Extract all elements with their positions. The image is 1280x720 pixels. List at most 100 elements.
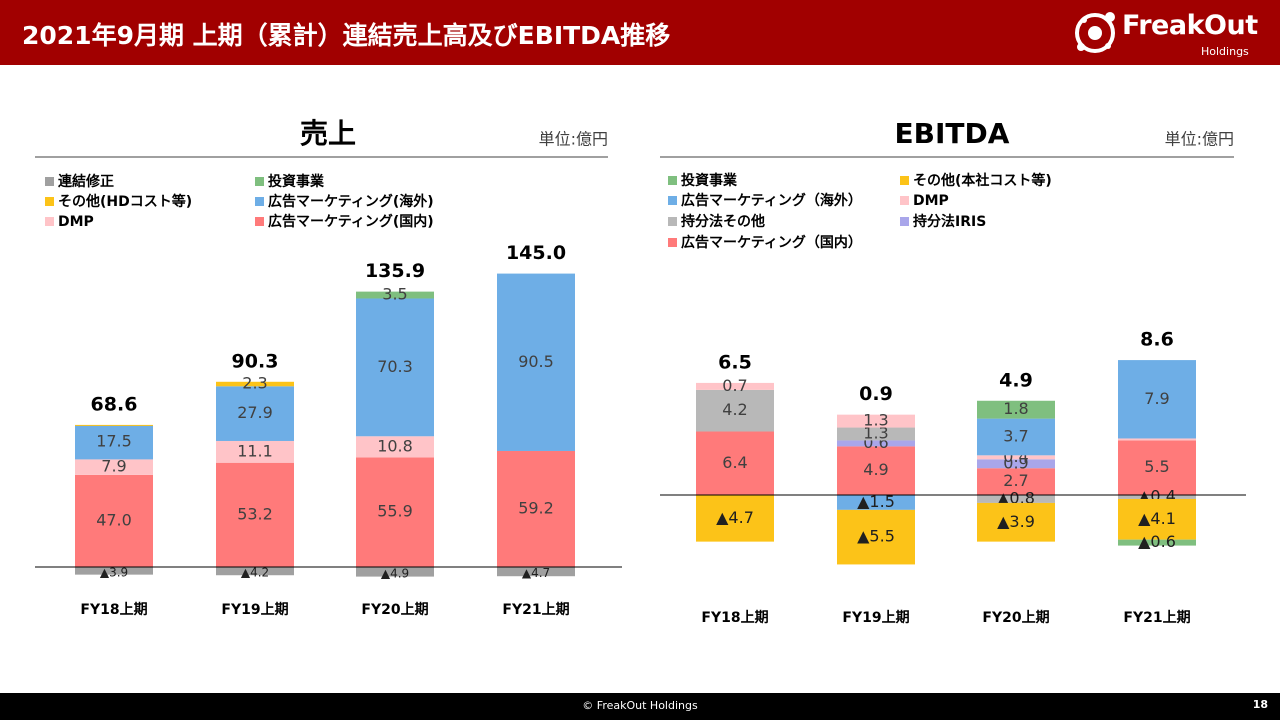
sales-chart-title: 売上 — [300, 117, 356, 150]
data-label: 7.9 — [1144, 389, 1169, 408]
ebitda-chart-title: EBITDA — [895, 117, 1010, 150]
total-label: 4.9 — [999, 369, 1033, 391]
legend-entry: DMP — [58, 214, 94, 230]
data-label: 53.2 — [237, 504, 273, 523]
bar-segment — [497, 273, 575, 451]
legend-swatch — [668, 238, 677, 247]
legend-entry: 広告マーケティング(海外) — [268, 193, 434, 210]
bar-segment — [356, 457, 434, 567]
bar-segment — [977, 468, 1055, 495]
category-tick-label: FY21上期 — [1123, 610, 1190, 626]
data-label: ▲4.7 — [522, 566, 550, 580]
data-label: 2.7 — [1003, 471, 1028, 490]
bar-segment — [75, 567, 153, 575]
data-label: ▲3.9 — [100, 565, 128, 579]
data-label: ▲4.2 — [241, 566, 269, 580]
data-label: 6.4 — [722, 453, 747, 472]
bar-segment — [977, 455, 1055, 460]
page-number: 18 — [1252, 698, 1268, 711]
bar-segment — [75, 425, 153, 460]
bar-segment — [1118, 539, 1196, 546]
bar-segment — [696, 495, 774, 542]
data-label: 1.3 — [863, 411, 888, 430]
bar-segment — [696, 389, 774, 432]
data-label: 5.5 — [1144, 457, 1169, 476]
data-label: ▲4.7 — [716, 508, 754, 527]
data-label: ▲0.8 — [997, 488, 1035, 507]
bar-segment — [977, 495, 1055, 503]
chart-unit-label: 単位:億円 — [1165, 130, 1234, 149]
legend-entry: 広告マーケティング（海外） — [681, 192, 862, 209]
legend-entry: 連結修正 — [58, 173, 114, 190]
data-label: 7.9 — [101, 457, 126, 476]
bar-segment — [1118, 438, 1196, 441]
data-label: 70.3 — [377, 357, 413, 376]
legend-swatch — [45, 177, 54, 186]
bar-segment — [1118, 360, 1196, 439]
category-tick-label: FY20上期 — [361, 602, 428, 618]
bar-segment — [356, 436, 434, 458]
bar-segment — [837, 509, 915, 565]
bar-segment — [216, 462, 294, 567]
data-label: 1.8 — [1003, 399, 1028, 418]
data-label: 59.2 — [518, 498, 554, 517]
data-label: ▲5.5 — [857, 527, 895, 546]
category-tick-label: FY18上期 — [80, 602, 147, 618]
bar-segment — [837, 440, 915, 447]
data-label: 55.9 — [377, 502, 413, 521]
data-label: 11.1 — [237, 441, 273, 460]
category-tick-label: FY19上期 — [221, 602, 288, 618]
data-label: 27.9 — [237, 403, 273, 422]
legend-entry: 投資事業 — [681, 172, 738, 189]
bar-segment — [216, 567, 294, 576]
bar-segment — [977, 400, 1055, 419]
data-label: 4.9 — [863, 460, 888, 479]
bar-segment — [696, 382, 774, 390]
bar-segment — [1118, 498, 1196, 540]
total-label: 145.0 — [506, 242, 566, 264]
bar-segment — [75, 474, 153, 567]
bar-segment — [497, 567, 575, 577]
data-label: 90.5 — [518, 352, 554, 371]
total-label: 90.3 — [232, 350, 279, 372]
category-tick-label: FY20上期 — [982, 610, 1049, 626]
bar-segment — [497, 450, 575, 567]
legend-entry: 持分法IRIS — [913, 213, 986, 230]
bar-segment — [216, 386, 294, 441]
data-label: 17.5 — [96, 432, 132, 451]
total-label: 8.6 — [1140, 329, 1174, 351]
bar-segment — [1118, 440, 1196, 495]
legend-entry: DMP — [913, 193, 949, 209]
footer-bar: © FreakOut Holdings 18 — [0, 693, 1280, 720]
data-label: 2.3 — [242, 374, 267, 393]
data-label: ▲4.9 — [381, 566, 409, 580]
legend-swatch — [255, 197, 264, 206]
bar-segment — [837, 495, 915, 510]
bar-segment — [356, 291, 434, 299]
data-label: 1.3 — [863, 423, 888, 442]
logo-wordmark: FreakOut — [1122, 10, 1258, 41]
bar-segment — [977, 459, 1055, 469]
legend-entry: 持分法その他 — [681, 213, 765, 230]
bar-segment — [356, 298, 434, 437]
bar-segment — [837, 414, 915, 428]
data-label: ▲0.6 — [1138, 532, 1176, 551]
legend-swatch — [255, 217, 264, 226]
data-label: 10.8 — [377, 436, 413, 455]
company-logo: FreakOut Holdings — [1072, 6, 1262, 62]
data-label: ▲1.5 — [857, 492, 895, 511]
bar-segment — [837, 427, 915, 441]
total-label: 135.9 — [365, 260, 425, 282]
legend-swatch — [668, 196, 677, 205]
data-label: 0.7 — [722, 376, 747, 395]
bar-segment — [75, 424, 153, 426]
legend-swatch — [45, 197, 54, 206]
bar-segment — [356, 567, 434, 577]
bar-segment — [216, 440, 294, 463]
legend-entry: その他(本社コスト等) — [913, 172, 1052, 189]
legend-swatch — [668, 176, 677, 185]
data-label: ▲4.1 — [1138, 509, 1176, 528]
bar-segment — [216, 381, 294, 387]
legend-swatch — [900, 217, 909, 226]
